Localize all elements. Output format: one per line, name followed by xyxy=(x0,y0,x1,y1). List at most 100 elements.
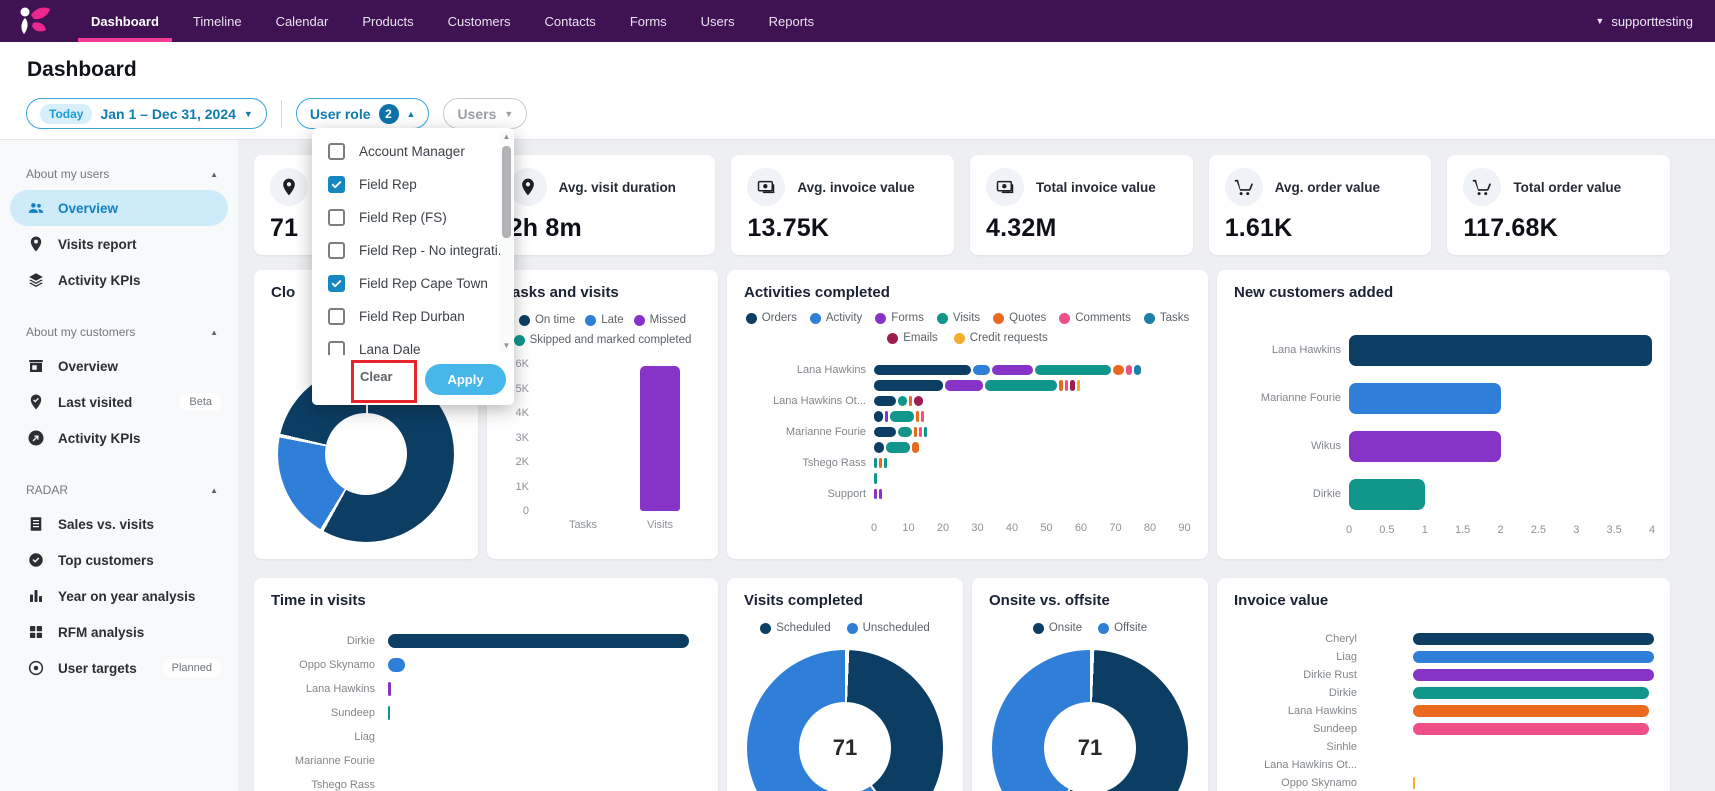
sidebar-item-overview[interactable]: Overview xyxy=(10,190,228,226)
checkbox-unchecked-icon[interactable] xyxy=(328,341,345,355)
bar-track xyxy=(874,473,1188,484)
date-range-filter[interactable]: Today Jan 1 – Dec 31, 2024 ▼ xyxy=(26,98,267,129)
stacked-bar-row xyxy=(743,471,1188,487)
scrollbar-thumb[interactable] xyxy=(502,146,511,238)
checkbox-unchecked-icon[interactable] xyxy=(328,143,345,160)
pin-icon xyxy=(270,168,308,206)
row-label: Sundeep xyxy=(330,707,375,719)
chevron-down-icon: ▼ xyxy=(504,108,514,119)
chevron-up-icon[interactable]: ▲ xyxy=(210,327,218,337)
sidebar-item-user-targets[interactable]: User targets Planned xyxy=(10,650,228,686)
user-role-option-field-rep-durban[interactable]: Field Rep Durban xyxy=(312,300,514,333)
apply-button[interactable]: Apply xyxy=(425,364,506,395)
y-axis-tick: 1K xyxy=(515,480,529,493)
bar-track xyxy=(388,778,702,791)
skynamo-logo-icon[interactable] xyxy=(12,4,56,38)
nav-item-products[interactable]: Products xyxy=(362,13,414,29)
banknote-icon xyxy=(747,168,786,206)
y-axis-tick: 3K xyxy=(515,431,529,444)
sidebar: About my users ▲ Overview Visits report Acti… xyxy=(0,140,238,791)
legend-dot xyxy=(846,622,858,634)
nav-item-forms[interactable]: Forms xyxy=(629,13,667,29)
annotation-highlight-box xyxy=(351,360,417,403)
account-name: supporttesting xyxy=(1611,13,1693,29)
sidebar-item-visits-report[interactable]: Visits report xyxy=(10,226,228,262)
sidebar-section-label: About my customers xyxy=(26,325,136,339)
stacked-bar-row xyxy=(743,378,1188,394)
bar-track xyxy=(874,457,1188,468)
nav-item-calendar[interactable]: Calendar xyxy=(275,13,329,29)
user-role-option-field-rep-no-integrati-[interactable]: Field Rep - No integrati... xyxy=(312,234,514,267)
clear-button[interactable]: Clear xyxy=(360,369,393,384)
checkbox-unchecked-icon[interactable] xyxy=(328,242,345,259)
status-badge: Planned xyxy=(161,659,222,677)
legend-dot xyxy=(875,312,887,324)
nav-item-timeline[interactable]: Timeline xyxy=(192,13,242,29)
stacked-bar xyxy=(874,364,1188,375)
bar-track xyxy=(1413,650,1654,664)
user-role-option-field-rep-fs-[interactable]: Field Rep (FS) xyxy=(312,201,514,234)
sidebar-item-activity-kpis[interactable]: Activity KPIs xyxy=(10,420,228,456)
bar-track xyxy=(388,754,702,768)
sidebar-item-label: Year on year analysis xyxy=(58,588,196,604)
checkbox-unchecked-icon[interactable] xyxy=(328,209,345,226)
legend-label: Quotes xyxy=(1009,312,1047,324)
kpi-value: 71 xyxy=(270,214,299,242)
scroll-down-icon[interactable]: ▼ xyxy=(502,341,511,350)
user-role-option-account-manager[interactable]: Account Manager xyxy=(312,135,514,168)
legend-dot xyxy=(760,622,772,634)
legend-label: Onsite xyxy=(1048,622,1083,634)
bar-segment xyxy=(991,364,1034,375)
scroll-up-icon[interactable]: ▲ xyxy=(502,132,511,141)
checkbox-unchecked-icon[interactable] xyxy=(328,308,345,325)
bar-segment xyxy=(1069,380,1076,391)
chart-card-invoice-value: Invoice value Cheryl Liag Dirkie Rust Dirki… xyxy=(1217,578,1670,791)
stacked-bar xyxy=(874,411,1188,422)
status-badge: Beta xyxy=(179,393,222,411)
sidebar-item-rfm-analysis[interactable]: RFM analysis xyxy=(10,614,228,650)
chevron-up-icon[interactable]: ▲ xyxy=(210,485,218,495)
chart-legend: On time Late Missed xyxy=(487,314,718,326)
legend-item-offsite: Offsite xyxy=(1098,622,1147,634)
sidebar-item-sales-vs-visits[interactable]: Sales vs. visits xyxy=(10,506,228,542)
checkbox-checked-icon[interactable] xyxy=(328,176,345,193)
nav-item-dashboard[interactable]: Dashboard xyxy=(74,0,176,42)
bar-segment xyxy=(874,395,897,406)
nav-item-customers[interactable]: Customers xyxy=(447,13,511,29)
nav-item-contacts[interactable]: Contacts xyxy=(544,13,596,29)
legend-dot xyxy=(936,312,948,324)
sidebar-item-top-customers[interactable]: Top customers xyxy=(10,542,228,578)
sidebar-item-last-visited[interactable]: Last visited Beta xyxy=(10,384,228,420)
nav-item-users[interactable]: Users xyxy=(700,13,735,29)
filter-bar: Today Jan 1 – Dec 31, 2024 ▼ User role 2… xyxy=(26,98,528,129)
legend-dot xyxy=(1143,312,1155,324)
x-axis-label: Tasks xyxy=(568,519,598,531)
user-role-option-lana-dale[interactable]: Lana Dale xyxy=(312,333,514,355)
legend-item-emails: Emails xyxy=(887,332,938,344)
checkbox-checked-icon[interactable] xyxy=(328,275,345,292)
kpi-header: Total order value xyxy=(1463,168,1654,206)
chart-card-tasks-visits: Tasks and visits On time Late Missed Skipp… xyxy=(487,270,718,559)
account-menu[interactable]: ▼ supporttesting xyxy=(1595,14,1693,29)
user-role-dropdown: Account Manager Field Rep Field Rep (FS) Fi… xyxy=(312,128,514,405)
sidebar-item-activity-kpis[interactable]: Activity KPIs xyxy=(10,262,228,298)
bar-track xyxy=(388,730,702,744)
sidebar-item-overview[interactable]: Overview xyxy=(10,348,228,384)
legend-dot xyxy=(1098,622,1110,634)
chevron-up-icon[interactable]: ▲ xyxy=(210,169,218,179)
bar-row: Oppo Skynamo xyxy=(270,653,702,677)
kpi-label: Avg. order value xyxy=(1274,179,1380,195)
user-role-option-field-rep[interactable]: Field Rep xyxy=(312,168,514,201)
sidebar-item-year-on-year-analysis[interactable]: Year on year analysis xyxy=(10,578,228,614)
dropdown-scrollbar[interactable]: ▲ ▼ xyxy=(500,131,513,352)
bar-track xyxy=(1349,430,1652,462)
user-role-option-field-rep-cape-town[interactable]: Field Rep Cape Town xyxy=(312,267,514,300)
nav-item-reports[interactable]: Reports xyxy=(768,13,815,29)
users-filter[interactable]: Users ▼ xyxy=(443,98,528,129)
option-label: Field Rep Durban xyxy=(359,309,465,324)
x-axis: 0 10 20 30 40 50 60 70 80 90 xyxy=(743,522,1191,536)
chart-card-new-customers: New customers added Lana Hawkins Marianne… xyxy=(1217,270,1670,559)
sidebar-section-title: About my customers ▲ xyxy=(0,324,238,340)
user-role-filter[interactable]: User role 2 ▲ xyxy=(295,98,430,129)
column-chart-plot: 6K 5K 4K 3K 2K 1K 0 Tasks Visits xyxy=(501,358,704,531)
